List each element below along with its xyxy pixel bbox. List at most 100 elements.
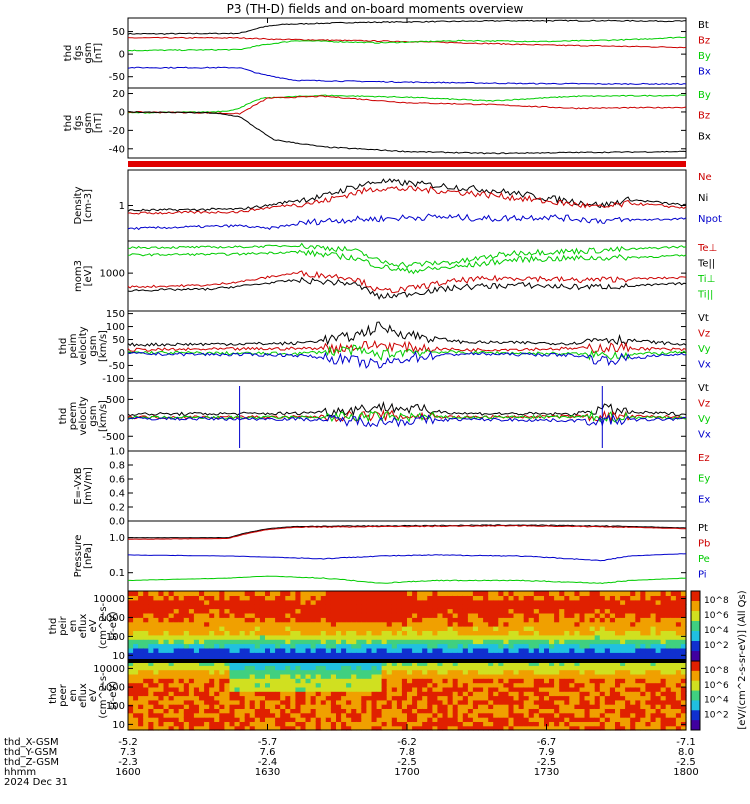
y-axis-label: gsm xyxy=(83,42,94,63)
legend-Vt: Vt xyxy=(698,313,709,324)
panel-pressure: 1.0 0.1 Pressure [nPa] Pt Pb Pe Pi xyxy=(73,520,710,592)
y-axis-label: mom3 xyxy=(73,260,84,292)
legend-Ey: Ey xyxy=(698,474,710,485)
legend-By: By xyxy=(698,51,711,62)
x-tick-label: -5.2 xyxy=(118,737,138,748)
y-tick-label: 0.1 xyxy=(109,568,125,579)
y-tick-label: 10 xyxy=(112,651,125,662)
series-Ne-line xyxy=(127,185,687,215)
panel-peer_eflux: 10000 1000 100 10 thd peer en eflux eV (cm^2-s-sr… xyxy=(48,660,687,731)
y-tick-label: 0.8 xyxy=(109,461,125,472)
legend-Bz: Bz xyxy=(698,36,710,47)
legend-Vt: Vt xyxy=(698,383,709,394)
panel-density: 1 Density [cm-3] Ne Ni Npot xyxy=(73,169,722,242)
y-axis-label: [nT] xyxy=(93,43,104,63)
y-axis-label: velocity xyxy=(78,396,89,435)
y-tick-label: 0.6 xyxy=(109,475,125,486)
x-tick-label: -2.5 xyxy=(397,757,417,768)
x-row-label: thd_Y-GSM xyxy=(4,747,57,758)
legend-Ni: Ni xyxy=(698,193,708,204)
y-tick-label: 1.0 xyxy=(109,533,125,544)
y-tick-label: 50 xyxy=(112,27,125,38)
series-Vz-line xyxy=(127,339,687,355)
legend-Vz: Vz xyxy=(698,329,710,340)
x-tick-label: -2.3 xyxy=(118,757,138,768)
legend-Ex: Ex xyxy=(698,494,710,505)
series-Pe-line xyxy=(128,575,687,585)
y-tick-label: -40 xyxy=(109,144,125,155)
y-axis-label: peem xyxy=(68,402,79,430)
y-tick-label: -50 xyxy=(109,361,125,372)
series-By-line xyxy=(127,94,687,114)
x-row-label: hhmm xyxy=(4,767,36,778)
colorbar-label: 10^2 xyxy=(704,641,729,651)
legend-Bx: Bx xyxy=(698,131,711,142)
panel-peim_vel: 150 100 50 0 -50 -100 thd peim velocity gsm [km/s]… xyxy=(58,309,711,385)
legend-Ti⊥: Ti⊥ xyxy=(697,274,715,285)
colorbar-label: 10^2 xyxy=(704,710,729,720)
colorbar-label: 10^8 xyxy=(704,596,729,606)
y-tick-label: -100 xyxy=(102,374,125,385)
y-tick-label: 100 xyxy=(106,632,125,643)
y-axis-label: [nT] xyxy=(93,113,104,133)
y-tick-label: 0.4 xyxy=(109,489,125,500)
y-tick-label: 1000 xyxy=(100,613,125,624)
y-axis-label: E=-VxB xyxy=(73,467,84,504)
panel-peem_vel: 500 0 -500 thd peem velocity gsm [km/s] Vt Vz Vy Vx xyxy=(58,380,711,452)
y-axis-label: sr-eV) xyxy=(108,611,119,640)
x-tick-label: -2.5 xyxy=(676,757,696,768)
panel-frame xyxy=(127,87,687,159)
colorbar-label: 10^6 xyxy=(704,681,729,691)
x-tick-label: 7.3 xyxy=(120,747,136,758)
y-axis-label: peer xyxy=(58,683,69,707)
quality-flag-bar xyxy=(128,161,686,167)
panel-frame xyxy=(127,450,687,522)
colorbar-label: 10^4 xyxy=(704,626,729,636)
x-tick-label: 8.0 xyxy=(678,747,694,758)
y-tick-label: 0.0 xyxy=(109,517,125,528)
legend-Vx: Vx xyxy=(698,360,711,371)
series-Bx-line xyxy=(127,66,687,86)
x-tick-label: -2.5 xyxy=(537,757,557,768)
y-axis-label: fgs xyxy=(73,115,84,130)
y-tick-label: 1 xyxy=(119,201,125,212)
colorbar-label: 10^6 xyxy=(704,611,729,621)
legend-Vy: Vy xyxy=(698,344,711,355)
y-axis-label: (cm^2-s- xyxy=(98,672,109,719)
x-tick-label: -7.1 xyxy=(676,737,696,748)
legend-By: By xyxy=(698,90,711,101)
y-axis-label: thd xyxy=(58,338,69,355)
plot-title: P3 (TH-D) fields and on-board moments ov… xyxy=(227,2,524,16)
y-axis-label: gsm xyxy=(88,335,99,356)
y-tick-label: 0 xyxy=(119,50,125,61)
y-axis-label: gsm xyxy=(83,112,94,133)
series-Npot-line xyxy=(127,213,687,231)
colorbar: 10^8 10^6 10^4 10^2 xyxy=(690,660,729,731)
y-tick-label: 0 xyxy=(119,413,125,424)
y-tick-label: 0.2 xyxy=(109,503,125,514)
legend-Vy: Vy xyxy=(698,414,711,425)
panel-temp: 1000 mom3 [eV] Te⊥ Te|| Ti⊥ Ti|| xyxy=(73,240,717,312)
y-axis-label: sr-eV) xyxy=(108,681,119,710)
spectrogram-separator xyxy=(128,659,686,663)
legend-Pe: Pe xyxy=(698,554,710,565)
series-Pb-line xyxy=(128,524,687,540)
y-axis-label: [cm-3] xyxy=(83,189,94,222)
y-axis-label: fgs xyxy=(73,45,84,60)
x-tick-label: 7.6 xyxy=(260,747,276,758)
y-axis-label: thd xyxy=(63,115,74,132)
y-axis-label: [km/s] xyxy=(98,400,109,432)
x-tick-label: 1600 xyxy=(115,767,140,778)
x-tick-label: 7.9 xyxy=(539,747,555,758)
legend-Vz: Vz xyxy=(698,399,710,410)
panel-efield: 1.0 0.8 0.6 0.4 0.2 0.0 E=-VxB [mV/m] Ez Ey Ex xyxy=(73,447,710,528)
x-row-label: thd_X-GSM xyxy=(4,737,59,748)
y-axis-label: eV xyxy=(88,689,99,702)
y-tick-label: 10000 xyxy=(93,664,125,675)
series-Ni-line xyxy=(127,178,686,212)
x-row-label: thd_Z-GSM xyxy=(4,757,59,768)
legend-Vx: Vx xyxy=(698,430,711,441)
x-tick-label: -6.2 xyxy=(397,737,417,748)
y-tick-label: 1000 xyxy=(100,683,125,694)
